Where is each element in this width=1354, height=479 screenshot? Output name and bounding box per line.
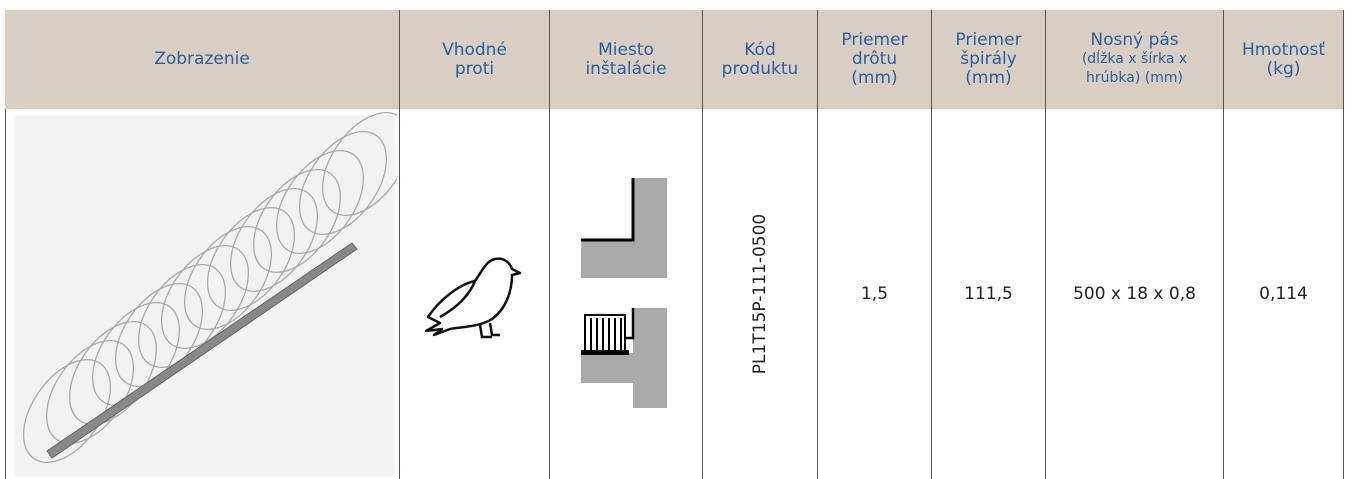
header-cell: Zobrazenie — [5, 10, 400, 109]
header-text: inštalácie — [585, 58, 667, 79]
header-text: produktu — [721, 58, 799, 79]
header-cell: Priemer špirály (mm) — [932, 10, 1046, 109]
header-text: Hmotnosť — [1241, 39, 1326, 60]
product-image — [15, 111, 397, 477]
body-cell — [550, 109, 703, 479]
header-text: drôtu — [851, 49, 898, 69]
value-text: 1,5 — [860, 284, 889, 304]
header-cell: Nosný pás (dĺžka x šírka x hrúbka) (mm) — [1046, 10, 1224, 109]
header-text: Priemer — [841, 30, 908, 50]
installation-icons — [581, 178, 667, 408]
header-text: Kód — [744, 39, 776, 60]
body-cell: 0,114 — [1224, 109, 1344, 479]
header-cell: Miesto inštalácie — [550, 10, 703, 109]
left-border — [5, 10, 6, 479]
product-code: PL1T15P-111-0500 — [750, 213, 771, 375]
body-cell: PL1T15P-111-0500 — [703, 109, 818, 479]
header-cell: Kód produktu — [703, 10, 818, 109]
body-cell — [5, 109, 400, 479]
header-cell: Vhodné proti — [400, 10, 550, 109]
header-text: Vhodné — [442, 39, 507, 60]
header-text: Priemer — [955, 30, 1022, 50]
header-text: špirály — [960, 49, 1017, 69]
header-text: (dĺžka x šírka x — [1081, 51, 1188, 67]
header-text: (mm) — [851, 68, 898, 88]
body-cell: 1,5 — [818, 109, 932, 479]
value-text: 500 x 18 x 0,8 — [1073, 284, 1196, 304]
header-text: (kg) — [1266, 58, 1301, 79]
header-text: (mm) — [965, 68, 1012, 88]
header-cell: Hmotnosť (kg) — [1224, 10, 1344, 109]
header-text: Miesto — [598, 39, 654, 60]
body-cell: 500 x 18 x 0,8 — [1046, 109, 1224, 479]
body-cell — [400, 109, 550, 479]
header-text: proti — [454, 58, 495, 79]
header-text: Zobrazenie — [154, 49, 250, 69]
value-text: 111,5 — [964, 284, 1013, 304]
value-text: 0,114 — [1259, 284, 1308, 304]
header-cell: Priemer drôtu (mm) — [818, 10, 932, 109]
pigeon-icon — [424, 257, 521, 339]
header-text: Nosný pás — [1090, 30, 1179, 50]
body-cell: 111,5 — [932, 109, 1046, 479]
header-text: hrúbka) (mm) — [1086, 70, 1183, 86]
